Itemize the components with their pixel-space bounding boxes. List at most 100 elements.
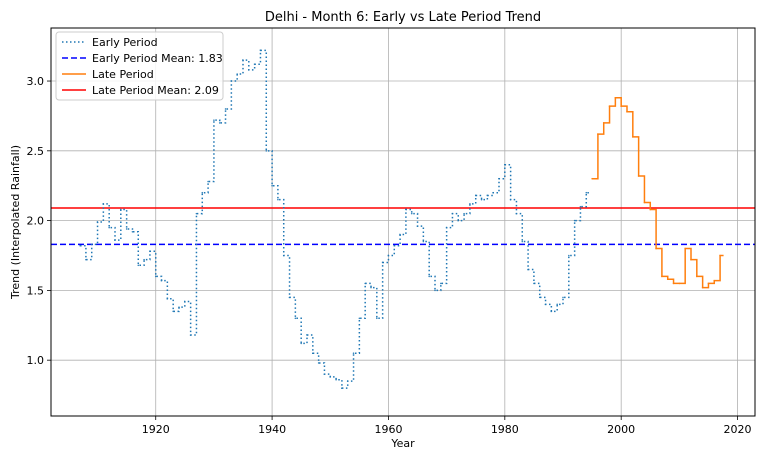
late-period-point	[597, 133, 599, 135]
early-period-point	[346, 380, 349, 382]
early-period-point	[282, 254, 285, 257]
early-period-point	[440, 282, 442, 285]
early-period-point	[265, 150, 268, 152]
early-period-point	[131, 230, 134, 233]
early-period-point	[422, 240, 425, 243]
x-tick-label: 1960	[374, 423, 402, 436]
late-period-point	[637, 175, 640, 177]
late-period-point	[632, 136, 634, 138]
late-period-point	[696, 275, 698, 278]
early-period-point	[201, 191, 204, 194]
y-tick-label: 2.5	[27, 145, 45, 158]
early-period-point	[120, 208, 122, 211]
early-period-point	[207, 180, 209, 183]
early-period-point	[300, 342, 302, 345]
late-period-point	[655, 247, 657, 250]
early-period-point	[498, 177, 500, 180]
legend-label: Late Period Mean: 2.09	[92, 84, 219, 97]
x-tick-label: 1980	[491, 423, 519, 436]
legend-label: Early Period	[92, 36, 158, 49]
early-period-point	[96, 221, 99, 223]
early-period-point	[341, 387, 343, 389]
x-tick-label: 1940	[258, 423, 286, 436]
x-tick-label: 2000	[607, 423, 635, 436]
x-axis-label: Year	[390, 437, 415, 450]
early-period-point	[224, 108, 227, 110]
early-period-point	[515, 212, 518, 215]
early-period-point	[184, 300, 186, 303]
early-period-point	[556, 303, 558, 306]
early-period-point	[143, 258, 145, 261]
early-period-point	[480, 198, 483, 201]
early-period-point	[579, 205, 582, 208]
early-period-point	[178, 306, 180, 308]
x-tick-label: 1920	[142, 423, 170, 436]
late-period-line	[592, 97, 724, 289]
early-period-point	[323, 373, 326, 375]
late-period-point	[620, 105, 622, 107]
late-period-point	[690, 258, 692, 261]
early-period-point	[469, 203, 471, 205]
y-tick-label: 3.0	[27, 75, 45, 88]
late-period-point	[626, 110, 628, 113]
early-period-point	[236, 73, 238, 75]
early-period-point	[253, 63, 256, 66]
early-period-point	[329, 376, 332, 378]
y-tick-label: 1.5	[27, 284, 45, 297]
early-period-point	[90, 243, 93, 246]
late-period-point	[713, 279, 716, 282]
late-period-point	[608, 105, 611, 107]
early-period-point	[416, 225, 419, 227]
ticks: 1920 1940 1960 1980 2000 2020 1.0 1.5 2.0 2.5 3.0	[27, 75, 752, 436]
early-period-point	[114, 239, 116, 241]
early-period-point	[585, 191, 588, 194]
legend-box	[55, 31, 224, 101]
early-period-point	[358, 317, 361, 320]
early-period-point	[108, 226, 110, 229]
late-period-point	[672, 282, 675, 285]
early-period-point	[102, 203, 105, 205]
early-period-point	[568, 254, 570, 257]
early-period-point	[376, 317, 378, 320]
early-period-point	[352, 352, 355, 354]
early-period-point	[573, 219, 576, 222]
early-period-point	[288, 296, 291, 299]
early-period-point	[218, 122, 221, 124]
x-tick-label: 2020	[724, 423, 752, 436]
early-period-point	[195, 212, 198, 215]
early-period-point	[166, 297, 169, 300]
early-period-point	[434, 289, 436, 292]
early-period-point	[381, 261, 384, 264]
early-period-point	[405, 208, 407, 211]
early-period-point	[306, 334, 308, 336]
early-period-point	[492, 191, 494, 194]
late-period-point	[684, 247, 686, 250]
late-period-point	[666, 278, 669, 281]
early-period-point	[457, 219, 460, 222]
late-period-point	[591, 177, 593, 180]
early-period-point	[544, 303, 547, 306]
late-period-point	[614, 96, 617, 99]
late-period-point	[701, 286, 704, 289]
early-period-point	[189, 334, 192, 336]
early-period-point	[387, 254, 390, 257]
late-period-point	[602, 122, 605, 124]
early-period-point	[463, 212, 465, 215]
early-period-point	[335, 378, 337, 381]
early-period-point	[79, 244, 81, 247]
early-period-point	[399, 233, 401, 236]
early-period-point	[410, 212, 413, 215]
early-period-point	[248, 69, 250, 71]
legend: Early Period Early Period Mean: 1.83 Late …	[55, 31, 224, 101]
early-period-point	[154, 275, 157, 278]
early-period-point	[172, 310, 174, 313]
early-period-line	[80, 49, 590, 389]
early-period-point	[364, 282, 366, 285]
legend-label: Early Period Mean: 1.83	[92, 52, 223, 65]
early-period-point	[533, 282, 535, 285]
early-period-point	[85, 258, 87, 261]
early-period-point	[294, 317, 297, 320]
early-period-point	[242, 59, 244, 61]
early-period-point	[149, 250, 151, 253]
